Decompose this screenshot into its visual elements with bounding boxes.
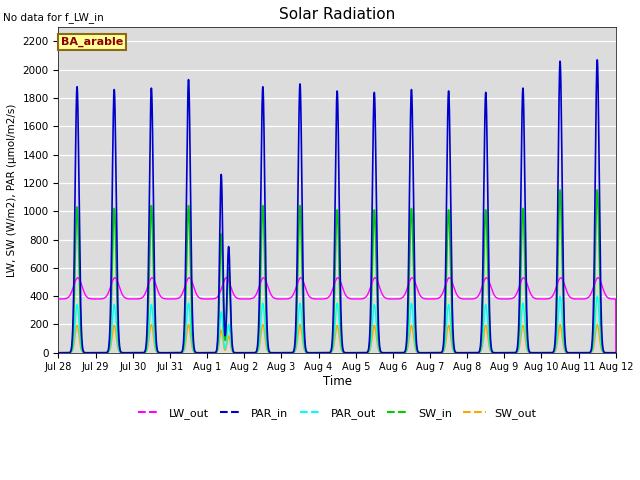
Text: No data for f_LW_in: No data for f_LW_in [3,12,104,23]
Legend: LW_out, PAR_in, PAR_out, SW_in, SW_out: LW_out, PAR_in, PAR_out, SW_in, SW_out [133,404,541,424]
X-axis label: Time: Time [323,375,351,388]
Y-axis label: LW, SW (W/m2), PAR (μmol/m2/s): LW, SW (W/m2), PAR (μmol/m2/s) [7,103,17,276]
Text: BA_arable: BA_arable [61,37,124,48]
Title: Solar Radiation: Solar Radiation [279,7,396,22]
